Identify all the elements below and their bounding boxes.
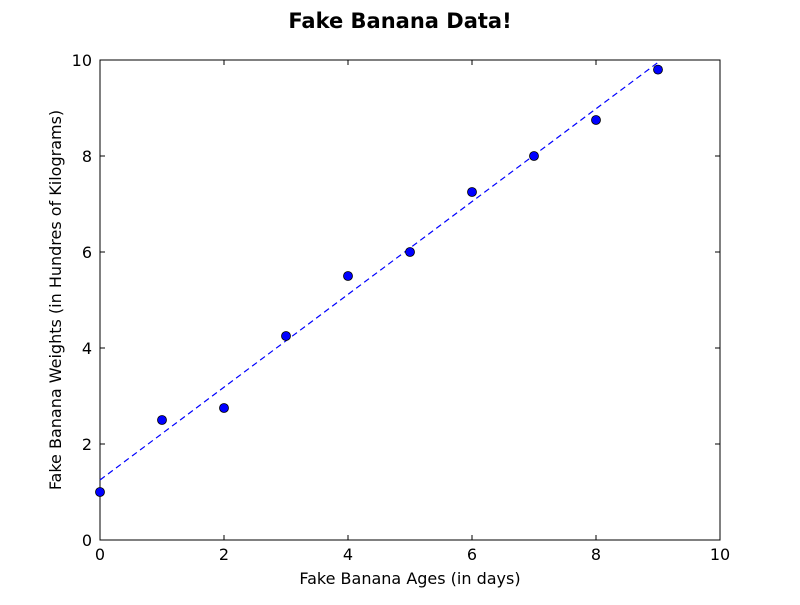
x-tick-label: 8 xyxy=(591,545,601,564)
x-tick-label: 10 xyxy=(710,545,730,564)
data-point xyxy=(405,247,415,257)
x-tick-label: 2 xyxy=(219,545,229,564)
x-tick-label: 4 xyxy=(343,545,353,564)
chart-title: Fake Banana Data! xyxy=(288,9,511,33)
data-point xyxy=(95,487,105,497)
y-tick-label: 0 xyxy=(82,531,92,550)
data-point xyxy=(219,403,229,413)
data-point xyxy=(591,115,601,125)
data-point xyxy=(281,331,291,341)
x-tick-label: 0 xyxy=(95,545,105,564)
plot-area: 0 2 4 6 8 10 0 2 4 6 8 10 xyxy=(72,51,731,564)
y-tick-label: 8 xyxy=(82,147,92,166)
y-tick-label: 10 xyxy=(72,51,92,70)
y-tick-label: 6 xyxy=(82,243,92,262)
x-tick-label: 6 xyxy=(467,545,477,564)
data-point xyxy=(467,187,477,197)
x-axis-label: Fake Banana Ages (in days) xyxy=(299,569,520,588)
y-tick-label: 4 xyxy=(82,339,92,358)
data-point xyxy=(343,271,353,281)
y-axis-label: Fake Banana Weights (in Hundres of Kilog… xyxy=(46,110,65,490)
data-point xyxy=(529,151,539,161)
axes-frame xyxy=(99,59,721,541)
fit-line xyxy=(99,61,659,481)
data-point xyxy=(653,64,663,75)
y-tick-label: 2 xyxy=(82,435,92,454)
data-point xyxy=(157,415,167,425)
